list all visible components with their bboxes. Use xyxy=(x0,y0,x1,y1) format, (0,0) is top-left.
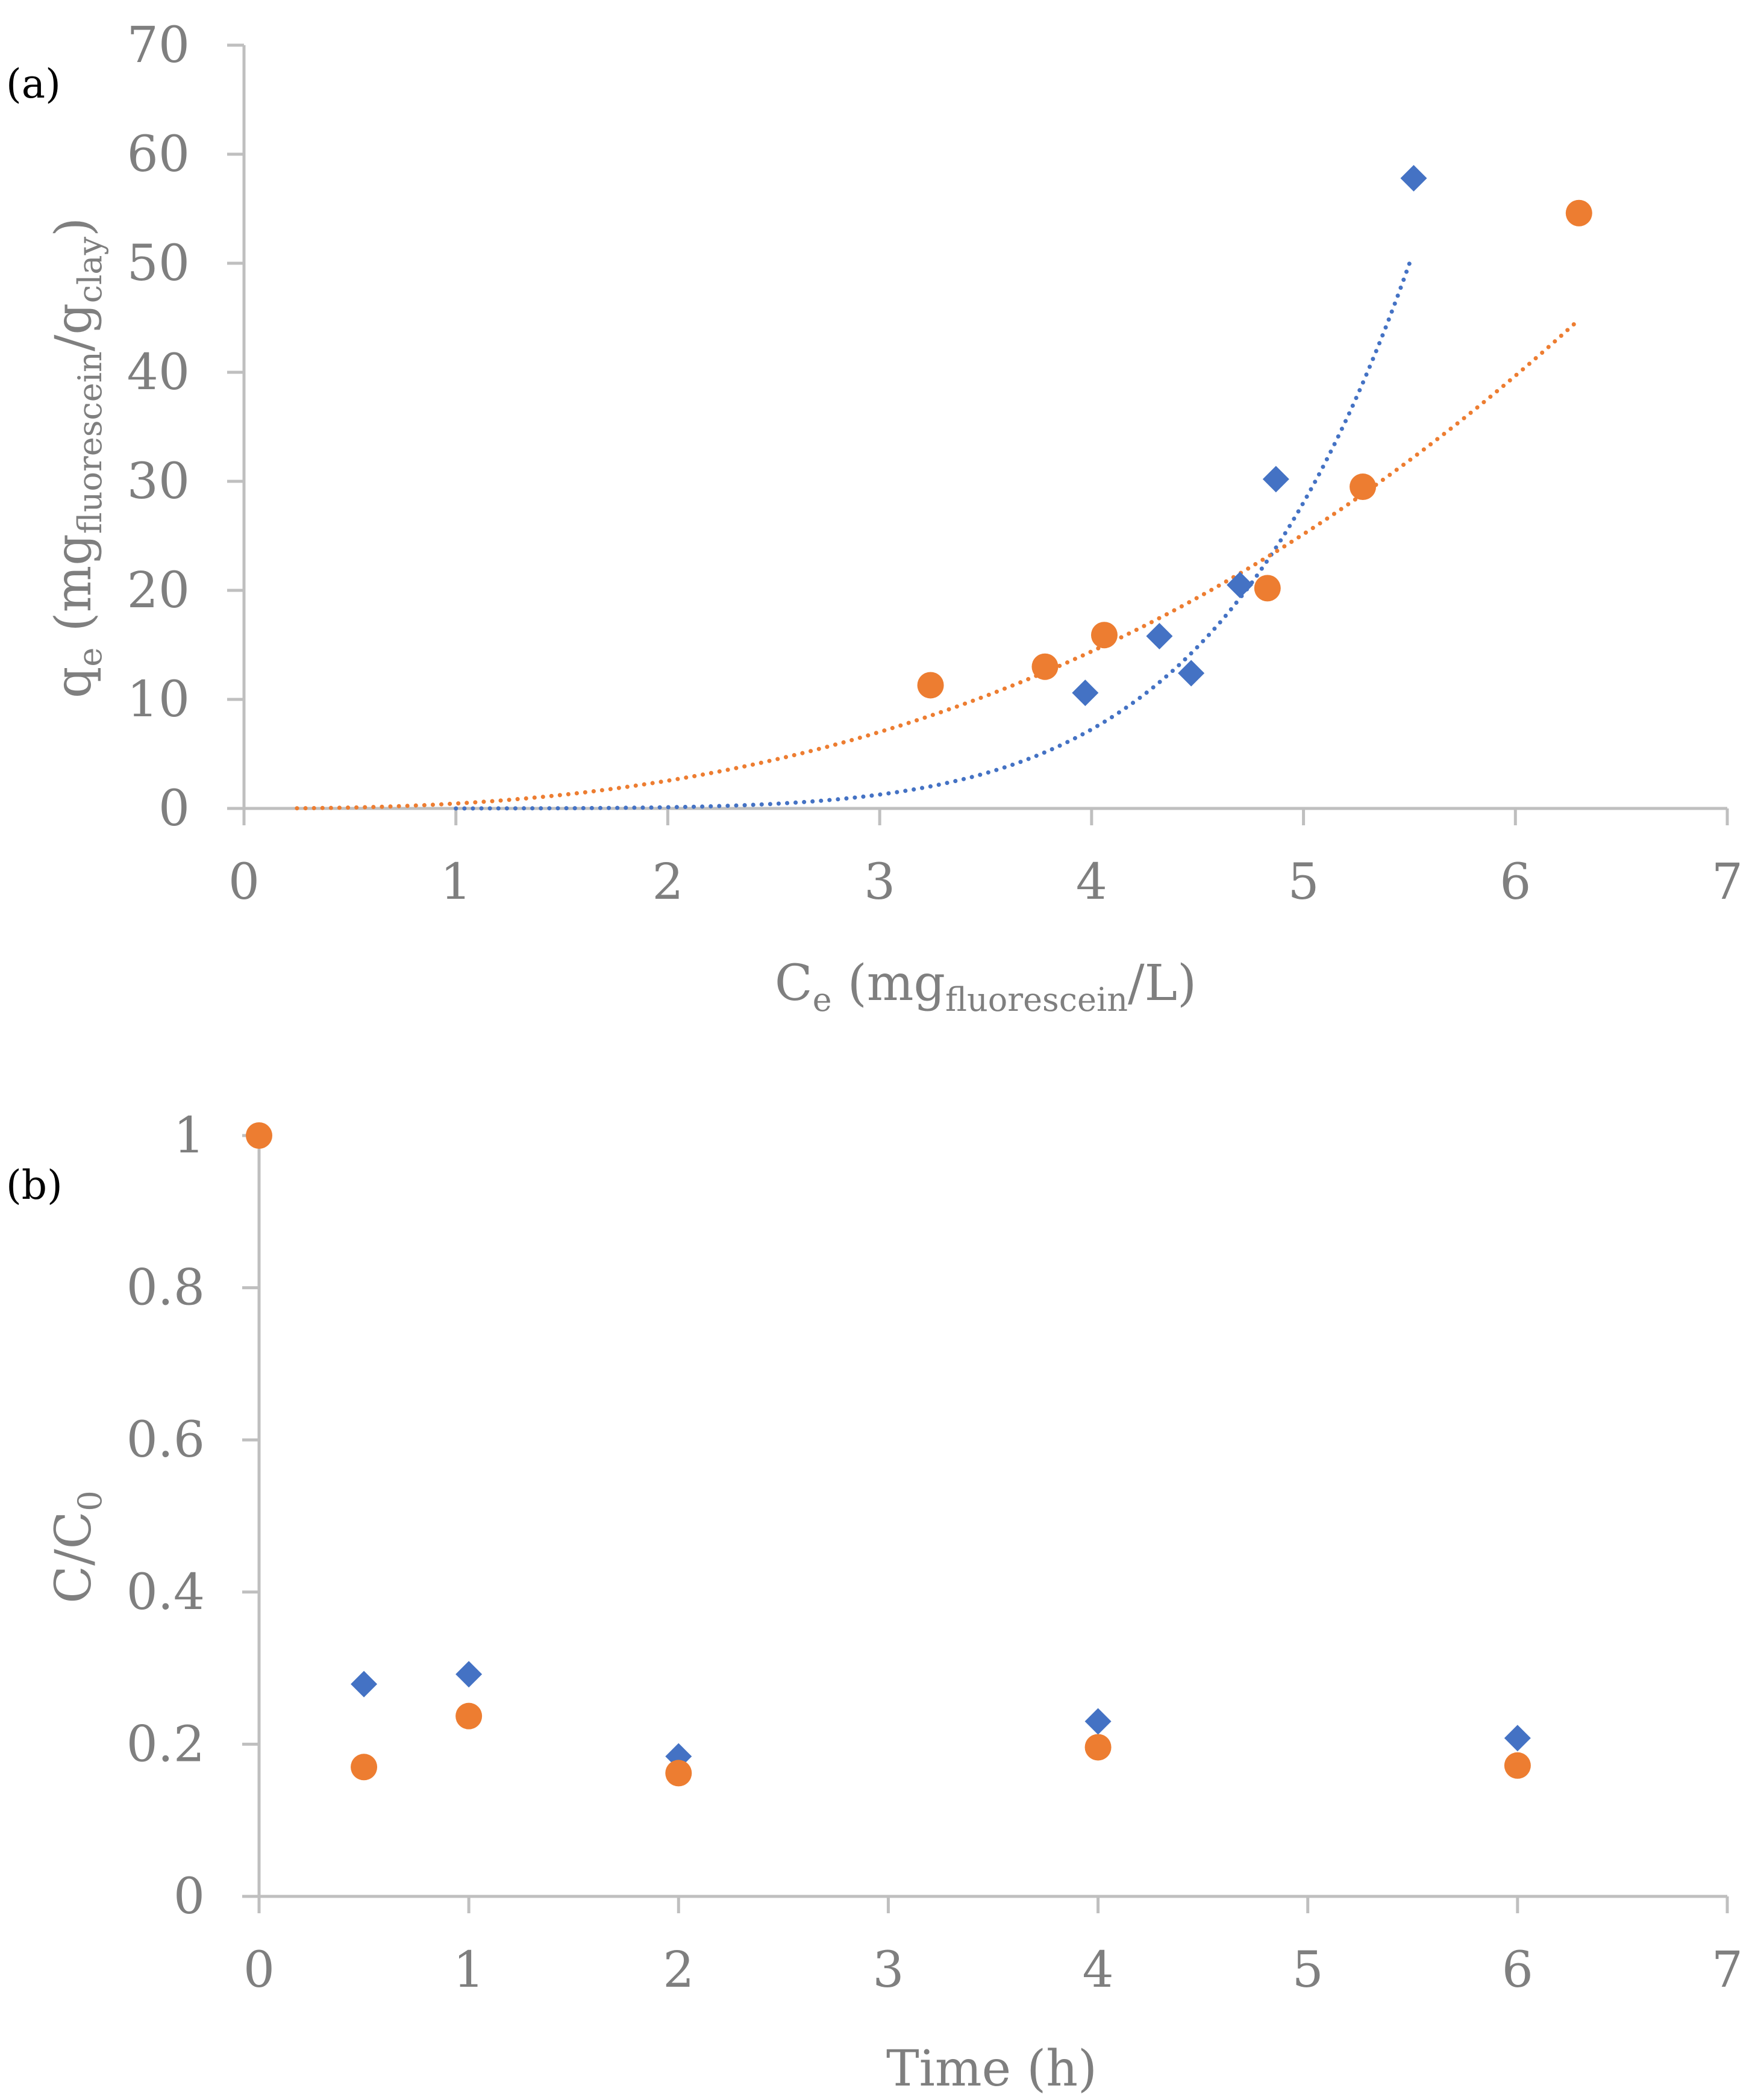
panel-b-label: (b) xyxy=(6,1162,63,1208)
panel-a-x-tick-label: 0 xyxy=(228,854,260,911)
panel-b-x-tick-label: 0 xyxy=(243,1942,275,1999)
panel-a-point-diamond xyxy=(1227,571,1254,598)
panel-b-point-circle xyxy=(1504,1752,1531,1779)
panel-b-y-tick-label: 0.8 xyxy=(127,1260,205,1317)
panel-b-point-diamond xyxy=(1084,1708,1112,1735)
panel-a-y-tick-label: 20 xyxy=(127,562,190,619)
panel-b-x-tick-label: 4 xyxy=(1082,1942,1113,1999)
panel-a-x-tick-label: 2 xyxy=(652,854,683,911)
panel-a-point-circle xyxy=(1090,622,1118,649)
panel-b-x-tick-label: 7 xyxy=(1712,1942,1743,1999)
panel-a-point-circle xyxy=(917,672,944,699)
panel-a-point-circle xyxy=(1350,473,1377,501)
panel-a-point-diamond xyxy=(1178,660,1205,687)
panel-b-point-circle xyxy=(665,1760,692,1787)
panel-b-point-diamond xyxy=(1504,1725,1531,1752)
panel-b-y-tick-label: 0 xyxy=(174,1868,205,1925)
panel-a-point-circle xyxy=(1031,653,1059,680)
panel-a-point-diamond xyxy=(1400,164,1427,192)
panel-a-x-tick-label: 4 xyxy=(1076,854,1107,911)
panel-b-y-tick-label: 1 xyxy=(174,1107,205,1164)
panel-b-y-tick-label: 0.6 xyxy=(127,1411,205,1469)
panel-b-point-circle xyxy=(351,1754,378,1781)
panel-a-y-tick-label: 40 xyxy=(127,344,190,401)
panel-b-x-tick-label: 6 xyxy=(1502,1942,1533,1999)
panel-a-chart: (a) qe (mgfluorescein/gclay) Ce (mgfluor… xyxy=(6,17,1743,1019)
panel-a-x-tick-label: 3 xyxy=(864,854,895,911)
panel-a-y-tick-label: 50 xyxy=(127,235,190,292)
panel-b-x-tick-label: 3 xyxy=(872,1942,904,1999)
panel-b-point-circle xyxy=(1084,1734,1112,1761)
panel-a-point-circle xyxy=(1565,199,1592,227)
panel-a-y-tick-label: 10 xyxy=(127,671,190,728)
panel-b-x-axis-title: Time (h) xyxy=(886,2040,1097,2098)
panel-a-point-circle xyxy=(1254,575,1281,602)
panel-a-x-tick-label: 6 xyxy=(1500,854,1531,911)
panel-a-y-axis-title: qe (mgfluorescein/gclay) xyxy=(45,217,109,698)
panel-a-point-diamond xyxy=(1262,466,1289,493)
panel-b-point-diamond xyxy=(455,1661,483,1688)
panel-a-x-tick-label: 7 xyxy=(1712,854,1743,911)
panel-b-point-circle xyxy=(246,1122,272,1149)
panel-a-x-tick-label: 5 xyxy=(1287,854,1319,911)
panel-b-y-tick-label: 0.4 xyxy=(127,1564,205,1621)
panel-b-chart: (b) C/C0 Time (h) 0 0.2 0.4 0.6 0.8 1 0 1 2 3 4 5 6 7 xyxy=(6,1107,1743,2098)
panel-a-trendline-circle xyxy=(295,317,1581,811)
panel-a-y-tick-label: 60 xyxy=(127,126,190,183)
panel-b-x-tick-label: 5 xyxy=(1292,1942,1324,1999)
panel-b-x-tick-label: 1 xyxy=(453,1942,484,1999)
panel-a-label: (a) xyxy=(6,61,61,107)
panel-b-y-tick-label: 0.2 xyxy=(127,1716,205,1773)
panel-a-y-tick-label: 30 xyxy=(127,453,190,510)
panel-b-x-tick-label: 2 xyxy=(663,1942,694,1999)
panel-b-y-axis-title: C/C0 xyxy=(45,1490,109,1603)
panel-b-point-diamond xyxy=(351,1670,378,1698)
panel-a-y-tick-label: 0 xyxy=(158,780,190,837)
panel-a-x-tick-label: 1 xyxy=(440,854,472,911)
panel-b-point-circle xyxy=(455,1702,483,1730)
panel-a-y-tick-label: 70 xyxy=(127,17,190,74)
panel-a-point-diamond xyxy=(1072,680,1099,707)
panel-a-trendline-diamond xyxy=(454,261,1412,811)
panel-a-point-diamond xyxy=(1146,623,1173,650)
panel-a-x-axis-title: Ce (mgfluorescein/L) xyxy=(775,955,1197,1019)
